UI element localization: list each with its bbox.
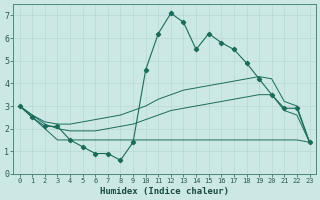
X-axis label: Humidex (Indice chaleur): Humidex (Indice chaleur) <box>100 187 229 196</box>
